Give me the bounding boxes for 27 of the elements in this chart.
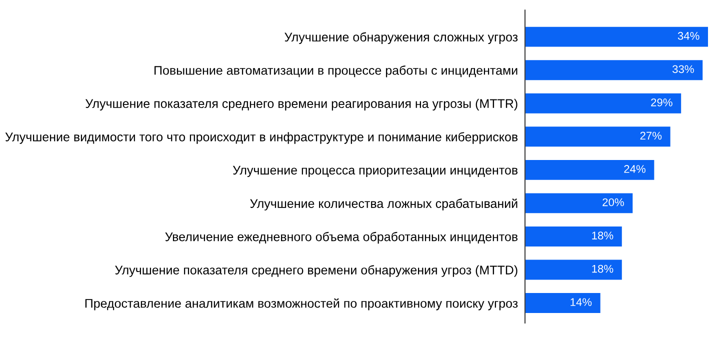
data-label: 27% [640, 132, 662, 140]
data-label: 34% [678, 32, 700, 40]
y-tick-label: Улучшение показателя среднего времени обнаружения угроз (MTTD) [115, 265, 518, 277]
y-tick-label: Улучшение количества ложных срабатываний [250, 198, 518, 210]
bar [525, 293, 600, 314]
data-label: 24% [624, 165, 646, 173]
data-label: 18% [592, 232, 614, 240]
bar [525, 26, 708, 47]
y-tick-label: Улучшение видимости того что происходит в инфраструктуре и понимание киберрисков [5, 132, 518, 144]
y-tick-label: Увеличение ежедневного объема обработанных инцидентов [165, 232, 518, 244]
bar [525, 260, 622, 280]
bar [525, 160, 654, 180]
y-tick-label: Повышение автоматизации в процессе работы с инцидентами [154, 66, 518, 78]
bar [525, 126, 670, 147]
data-label: 33% [672, 65, 694, 74]
bar [525, 60, 703, 80]
data-label: 18% [592, 264, 614, 273]
bar [525, 193, 633, 214]
data-label: 20% [602, 198, 624, 206]
y-tick-label: Улучшение обнаружения сложных угроз [284, 32, 518, 44]
y-tick-label: Улучшение показателя среднего времени реагирования на угрозы (MTTR) [85, 98, 518, 110]
bar [525, 226, 622, 246]
data-label: 29% [651, 98, 672, 106]
bar [525, 93, 682, 114]
y-tick-label: Улучшение процесса приоритезации инцидентов [232, 166, 518, 178]
y-tick-label: Предоставление аналитикам возможностей по проактивному поиску угроз [85, 298, 518, 310]
data-label: 14% [570, 298, 592, 306]
